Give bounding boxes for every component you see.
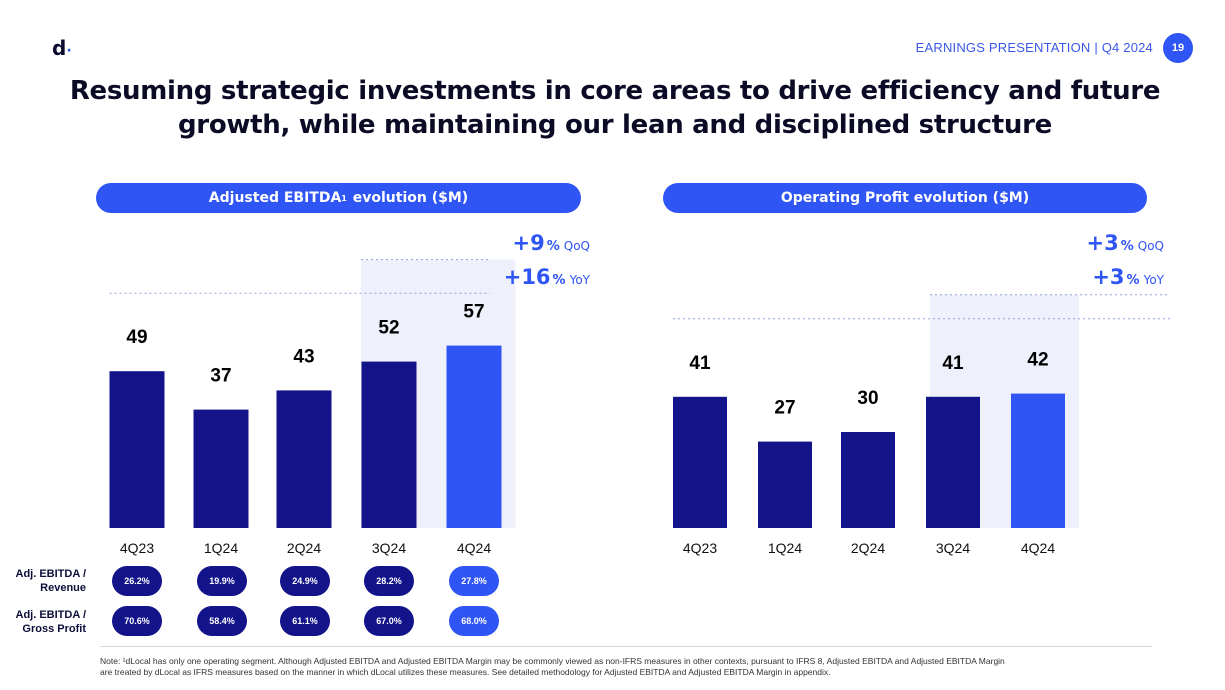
- footnote-line-1: Note: ¹dLocal has only one operating seg…: [100, 656, 1005, 666]
- margin-badge: 26.2%: [112, 566, 162, 596]
- op-profit-bar-1q24: [758, 441, 812, 528]
- op-profit-x-tick-label: 1Q24: [768, 540, 802, 556]
- op-profit-bar-value-label: 27: [774, 398, 795, 419]
- ebitda-bar-4q23: [109, 371, 165, 528]
- ebitda-bar-value-label: 49: [126, 327, 147, 348]
- logo-letter: d: [52, 36, 67, 60]
- ebitda-bar-value-label: 37: [210, 366, 231, 387]
- ebitda-bar-value-label: 43: [293, 346, 314, 367]
- footnote: Note: ¹dLocal has only one operating seg…: [100, 656, 1150, 678]
- op-profit-chart-title: Operating Profit evolution ($M): [780, 190, 1030, 206]
- metric-label-revenue-line-2: Revenue: [40, 582, 86, 594]
- op-profit-bar-4q24: [1011, 393, 1065, 528]
- page-number-badge: 19: [1163, 33, 1193, 63]
- ebitda-x-tick-label: 4Q24: [457, 540, 491, 556]
- ebitda-x-tick-label: 2Q24: [287, 540, 321, 556]
- presentation-label: EARNINGS PRESENTATION | Q4 2024: [915, 40, 1153, 55]
- op-profit-x-tick-label: 2Q24: [851, 540, 885, 556]
- op-profit-growth-qoq: +3% QoQ: [1087, 231, 1164, 255]
- margin-badge: 70.6%: [112, 606, 162, 636]
- ebitda-chart-title-suffix: evolution ($M): [347, 190, 469, 206]
- ebitda-chart-title-pill: Adjusted EBITDA 1 evolution ($M): [96, 183, 581, 213]
- op-profit-bar-value-label: 30: [857, 388, 878, 409]
- ebitda-title-footnote-mark: 1: [341, 193, 347, 203]
- ebitda-x-tick-label: 3Q24: [372, 540, 406, 556]
- op-profit-bar-chart: 41 4Q23 27 1Q24 30 2Q24 41 3Q24 42 4Q24 +3% QoQ +3% Y…: [673, 231, 1170, 556]
- op-profit-bar-3q24: [926, 396, 980, 528]
- ebitda-bar-2q24: [276, 390, 332, 528]
- margin-badge: 24.9%: [280, 566, 330, 596]
- margin-badge: 58.4%: [197, 606, 247, 636]
- metric-label-gross-profit: Adj. EBITDA / Gross Profit: [0, 608, 86, 636]
- ebitda-bar-1q24: [193, 409, 249, 528]
- footnote-line-2: are treated by dLocal as IFRS measures b…: [100, 667, 831, 677]
- slide-title-line-1: Resuming strategic investments in core a…: [69, 76, 1161, 106]
- metric-label-revenue: Adj. EBITDA / Revenue: [0, 567, 86, 595]
- slide-title: Resuming strategic investments in core a…: [60, 74, 1170, 142]
- ebitda-bar-chart: 49 4Q23 37 1Q24 43 2Q24 52 3Q24 57 4Q24 +9% QoQ +16%…: [109, 231, 591, 556]
- margin-badge: 67.0%: [364, 606, 414, 636]
- margin-badge-highlight: 27.8%: [449, 566, 499, 596]
- op-profit-bar-4q23: [673, 396, 727, 528]
- metric-label-revenue-line-1: Adj. EBITDA /: [15, 568, 86, 580]
- op-profit-bar-value-label: 41: [942, 353, 964, 374]
- op-profit-x-tick-label: 4Q24: [1021, 540, 1055, 556]
- op-profit-bar-2q24: [841, 432, 895, 528]
- ebitda-bar-3q24: [361, 361, 417, 528]
- op-profit-growth-yoy: +3% YoY: [1092, 265, 1164, 289]
- op-profit-bar-value-label: 41: [689, 353, 711, 374]
- op-profit-x-tick-label: 3Q24: [936, 540, 970, 556]
- margin-badge: 28.2%: [364, 566, 414, 596]
- footnote-divider: [100, 646, 1152, 647]
- ebitda-x-tick-label: 1Q24: [204, 540, 238, 556]
- op-profit-x-tick-label: 4Q23: [683, 540, 717, 556]
- op-profit-bar-value-label: 42: [1027, 350, 1048, 371]
- slide-title-line-2: growth, while maintaining our lean and d…: [178, 110, 1052, 140]
- metric-label-gross-profit-line-2: Gross Profit: [22, 623, 86, 635]
- metric-label-gross-profit-line-1: Adj. EBITDA /: [15, 609, 86, 621]
- margin-badge-highlight: 68.0%: [449, 606, 499, 636]
- ebitda-growth-qoq: +9% QoQ: [513, 231, 590, 255]
- margin-badge: 61.1%: [280, 606, 330, 636]
- ebitda-bar-4q24: [446, 345, 502, 528]
- ebitda-chart-title: Adjusted EBITDA: [208, 190, 342, 206]
- logo-dot: ·: [66, 43, 72, 59]
- dlocal-logo: d·: [52, 36, 72, 60]
- margin-badge: 19.9%: [197, 566, 247, 596]
- ebitda-growth-yoy: +16% YoY: [504, 265, 591, 289]
- ebitda-x-tick-label: 4Q23: [120, 540, 154, 556]
- ebitda-bar-value-label: 52: [378, 318, 399, 339]
- ebitda-bar-value-label: 57: [463, 302, 484, 323]
- op-profit-chart-title-pill: Operating Profit evolution ($M): [663, 183, 1147, 213]
